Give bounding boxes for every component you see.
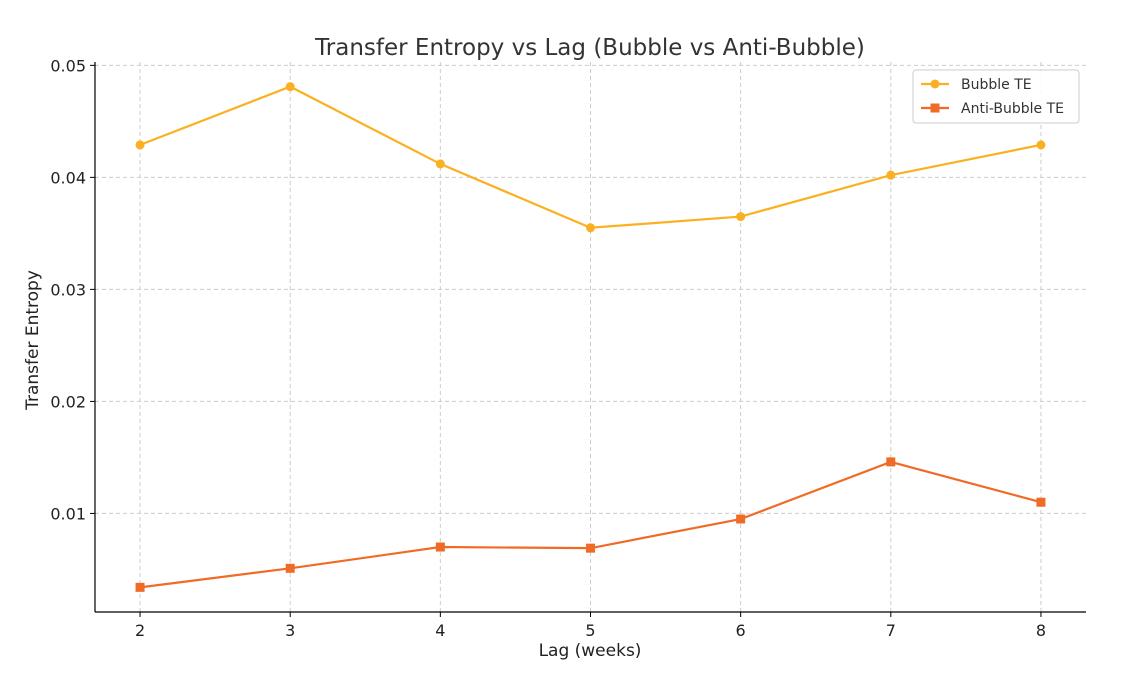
y-axis-label: Transfer Entropy (23, 270, 43, 411)
data-point (736, 212, 746, 222)
series-layer (135, 82, 1046, 592)
x-tick-label: 8 (1036, 621, 1046, 640)
y-tick-label: 0.05 (50, 56, 86, 75)
legend-box (912, 69, 1080, 124)
data-point (135, 140, 145, 150)
data-point (886, 457, 896, 467)
data-point (435, 159, 445, 169)
legend-label: Anti-Bubble TE (961, 101, 1064, 117)
x-tick-label: 3 (285, 621, 295, 640)
data-point (285, 563, 295, 573)
data-point (435, 542, 445, 552)
x-tick-label: 5 (585, 621, 595, 640)
x-axis-label: Lag (weeks) (539, 641, 642, 661)
legend: Bubble TE Anti-Bubble TE (912, 69, 1080, 124)
chart-title: Transfer Entropy vs Lag (Bubble vs Anti-… (314, 35, 865, 61)
series-1 (135, 457, 1046, 592)
x-tick-label: 2 (135, 621, 145, 640)
legend-item: Anti-Bubble TE (921, 101, 1064, 117)
data-point (736, 514, 746, 524)
legend-marker (930, 103, 940, 113)
grid-lines (95, 62, 1086, 612)
legend-label: Bubble TE (961, 77, 1032, 93)
data-point (586, 223, 595, 233)
x-tick-label: 6 (736, 621, 746, 640)
legend-item: Bubble TE (921, 77, 1032, 93)
data-point (886, 170, 896, 180)
y-tick-label: 0.04 (50, 168, 86, 187)
legend-marker (930, 79, 940, 89)
y-tick-label: 0.01 (50, 504, 86, 523)
y-tick-label: 0.03 (50, 280, 86, 299)
series-0 (135, 82, 1046, 233)
data-point (1036, 497, 1046, 507)
data-point (135, 582, 145, 592)
x-tick-label: 4 (435, 621, 445, 640)
x-tick-label: 7 (886, 621, 896, 640)
tick-labels: 2 3 4 5 6 7 8 0.01 0.02 0.03 0.04 0.05 (50, 56, 1046, 640)
data-point (285, 82, 295, 92)
data-point (586, 543, 595, 553)
data-point (1036, 140, 1046, 150)
y-tick-label: 0.02 (50, 392, 86, 411)
axes (90, 62, 1086, 617)
